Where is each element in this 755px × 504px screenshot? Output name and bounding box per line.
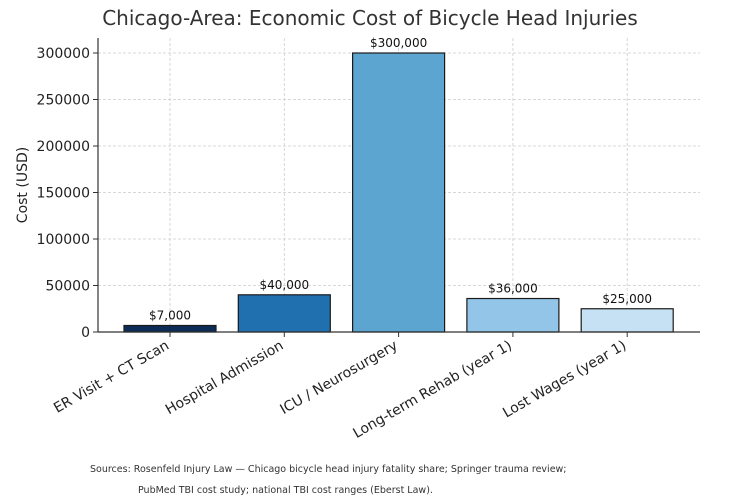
source-line-2: PubMed TBI cost study; national TBI cost… [138, 485, 433, 496]
x-tick-label: Lost Wages (year 1) [500, 338, 629, 422]
chart-title: Chicago-Area: Economic Cost of Bicycle H… [102, 6, 638, 30]
y-tick-label: 0 [81, 325, 90, 341]
y-tick-label: 100000 [37, 232, 90, 248]
x-tick-label: ER Visit + CT Scan [51, 338, 172, 417]
data-label: $7,000 [149, 308, 191, 322]
data-label: $300,000 [370, 36, 427, 50]
bar [352, 52, 446, 333]
y-axis-label: Cost (USD) [15, 147, 31, 223]
y-tick-label: 200000 [37, 139, 90, 155]
data-label: $36,000 [488, 282, 538, 296]
y-tick-label: 250000 [37, 93, 90, 109]
y-tick-label: 150000 [37, 186, 90, 202]
data-label: $40,000 [259, 278, 309, 292]
y-tick-label: 300000 [37, 46, 90, 62]
bar [466, 297, 560, 333]
x-tick-label: ICU / Neurosurgery [277, 338, 400, 418]
y-tick-label: 50000 [45, 279, 90, 295]
bar [580, 308, 674, 333]
x-tick-label: Hospital Admission [163, 338, 286, 418]
bar [237, 294, 331, 333]
data-label: $25,000 [602, 292, 652, 306]
bar [123, 324, 217, 333]
source-line-1: Sources: Rosenfeld Injury Law — Chicago … [90, 464, 567, 475]
